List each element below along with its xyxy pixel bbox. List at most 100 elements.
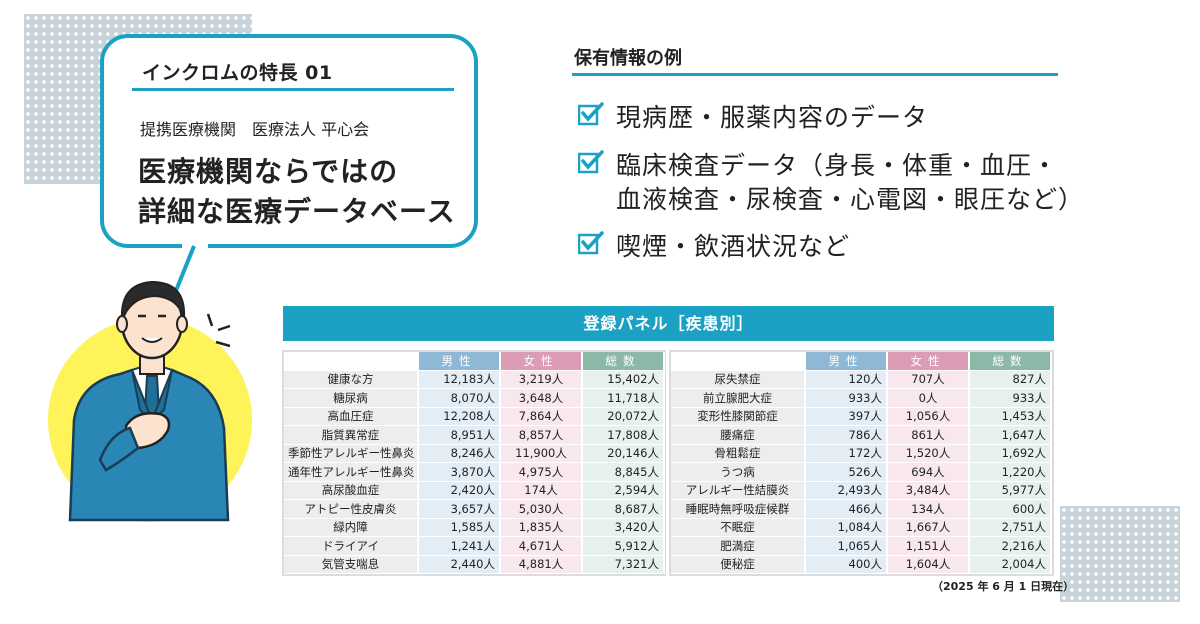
table-header-row: 男性 女性 総数 (284, 352, 665, 371)
total-count: 2,004人 (969, 555, 1052, 574)
male-count: 933人 (805, 388, 888, 408)
disease-name: 緑内障 (284, 518, 419, 537)
disease-name: 腰痛症 (671, 425, 806, 445)
header-female: 女性 (887, 352, 970, 371)
total-count: 17,808人 (582, 425, 665, 445)
feature-label: インクロムの特長 01 (142, 62, 333, 84)
female-count: 0人 (887, 388, 970, 408)
table-row: 季節性アレルギー性鼻炎 8,246人 11,900人 20,146人 (284, 444, 665, 463)
male-count: 120人 (805, 370, 888, 389)
panel-title: 登録パネル［疾患別］ (283, 306, 1054, 341)
total-count: 8,845人 (582, 462, 665, 482)
male-count: 1,065人 (805, 536, 888, 556)
table-row: 緑内障 1,585人 1,835人 3,420人 (284, 518, 665, 537)
male-count: 2,440人 (418, 555, 501, 574)
female-count: 694人 (887, 462, 970, 482)
checkbox-check-icon (578, 150, 604, 174)
table-row: 睡眠時無呼吸症候群 466人 134人 600人 (671, 499, 1052, 519)
table-row: 前立腺肥大症 933人 0人 933人 (671, 388, 1052, 408)
table-row: アトピー性皮膚炎 3,657人 5,030人 8,687人 (284, 499, 665, 519)
male-count: 397人 (805, 407, 888, 426)
info-title: 保有情報の例 (574, 48, 682, 69)
female-count: 1,835人 (500, 518, 583, 537)
disease-name: 季節性アレルギー性鼻炎 (284, 444, 419, 463)
total-count: 5,977人 (969, 481, 1052, 500)
table-row: 変形性膝関節症 397人 1,056人 1,453人 (671, 407, 1052, 426)
female-count: 3,648人 (500, 388, 583, 408)
total-count: 11,718人 (582, 388, 665, 408)
total-count: 1,692人 (969, 444, 1052, 463)
female-count: 1,056人 (887, 407, 970, 426)
headline-line-1: 医療機関ならではの (138, 155, 399, 188)
male-count: 3,657人 (418, 499, 501, 519)
table-row: ドライアイ 1,241人 4,671人 5,912人 (284, 536, 665, 556)
table-row: 腰痛症 786人 861人 1,647人 (671, 425, 1052, 445)
total-count: 1,647人 (969, 425, 1052, 445)
total-count: 20,146人 (582, 444, 665, 463)
table-row: 高尿酸血症 2,420人 174人 2,594人 (284, 481, 665, 500)
disease-name: ドライアイ (284, 536, 419, 556)
male-count: 3,870人 (418, 462, 501, 482)
header-total: 総数 (582, 352, 665, 371)
male-count: 2,493人 (805, 481, 888, 500)
total-count: 600人 (969, 499, 1052, 519)
info-item-2-line-2: 血液検査・尿検査・心電図・眼圧など） (616, 185, 1085, 214)
total-count: 8,687人 (582, 499, 665, 519)
disease-name: うつ病 (671, 462, 806, 482)
partner-name: 提携医療機関 医療法人 平心会 (140, 120, 370, 139)
female-count: 8,857人 (500, 425, 583, 445)
male-count: 786人 (805, 425, 888, 445)
table-row: 尿失禁症 120人 707人 827人 (671, 370, 1052, 389)
female-count: 11,900人 (500, 444, 583, 463)
male-count: 172人 (805, 444, 888, 463)
dot-pattern-bottom-right (1060, 506, 1180, 602)
table-row: アレルギー性結膜炎 2,493人 3,484人 5,977人 (671, 481, 1052, 500)
total-count: 933人 (969, 388, 1052, 408)
female-count: 5,030人 (500, 499, 583, 519)
header-male: 男性 (805, 352, 888, 371)
disease-name: アレルギー性結膜炎 (671, 481, 806, 500)
bubble-divider (132, 88, 454, 91)
female-count: 4,671人 (500, 536, 583, 556)
disease-name: 便秘症 (671, 555, 806, 574)
total-count: 2,216人 (969, 536, 1052, 556)
female-count: 1,667人 (887, 518, 970, 537)
header-female: 女性 (500, 352, 583, 371)
total-count: 20,072人 (582, 407, 665, 426)
female-count: 134人 (887, 499, 970, 519)
female-count: 7,864人 (500, 407, 583, 426)
table-row: うつ病 526人 694人 1,220人 (671, 462, 1052, 482)
businessman-illustration (48, 280, 252, 522)
disease-name: 脂質異常症 (284, 425, 419, 445)
female-count: 174人 (500, 481, 583, 500)
total-count: 7,321人 (582, 555, 665, 574)
disease-table-left: 男性 女性 総数 健康な方 12,183人 3,219人 15,402人 糖尿病 8,07… (282, 350, 666, 576)
disease-name: 健康な方 (284, 370, 419, 389)
disease-name: 糖尿病 (284, 388, 419, 408)
table-row: 不眠症 1,084人 1,667人 2,751人 (671, 518, 1052, 537)
total-count: 827人 (969, 370, 1052, 389)
disease-name: 高尿酸血症 (284, 481, 419, 500)
total-count: 15,402人 (582, 370, 665, 389)
male-count: 1,585人 (418, 518, 501, 537)
header-blank (284, 352, 419, 371)
disease-name: 高血圧症 (284, 407, 419, 426)
male-count: 526人 (805, 462, 888, 482)
male-count: 12,183人 (418, 370, 501, 389)
info-divider (572, 73, 1058, 76)
female-count: 1,151人 (887, 536, 970, 556)
disease-name: 変形性膝関節症 (671, 407, 806, 426)
info-item-2-line-1: 臨床検査データ（身長・体重・血圧・ (616, 151, 1059, 180)
total-count: 1,220人 (969, 462, 1052, 482)
disease-name: 肥満症 (671, 536, 806, 556)
header-blank (671, 352, 806, 371)
table-row: 骨粗鬆症 172人 1,520人 1,692人 (671, 444, 1052, 463)
disease-name: 骨粗鬆症 (671, 444, 806, 463)
female-count: 3,484人 (887, 481, 970, 500)
table-row: 糖尿病 8,070人 3,648人 11,718人 (284, 388, 665, 408)
male-count: 12,208人 (418, 407, 501, 426)
male-count: 1,241人 (418, 536, 501, 556)
total-count: 2,751人 (969, 518, 1052, 537)
female-count: 4,975人 (500, 462, 583, 482)
feature-speech-bubble: インクロムの特長 01 提携医療機関 医療法人 平心会 医療機関ならではの 詳細… (100, 34, 478, 248)
